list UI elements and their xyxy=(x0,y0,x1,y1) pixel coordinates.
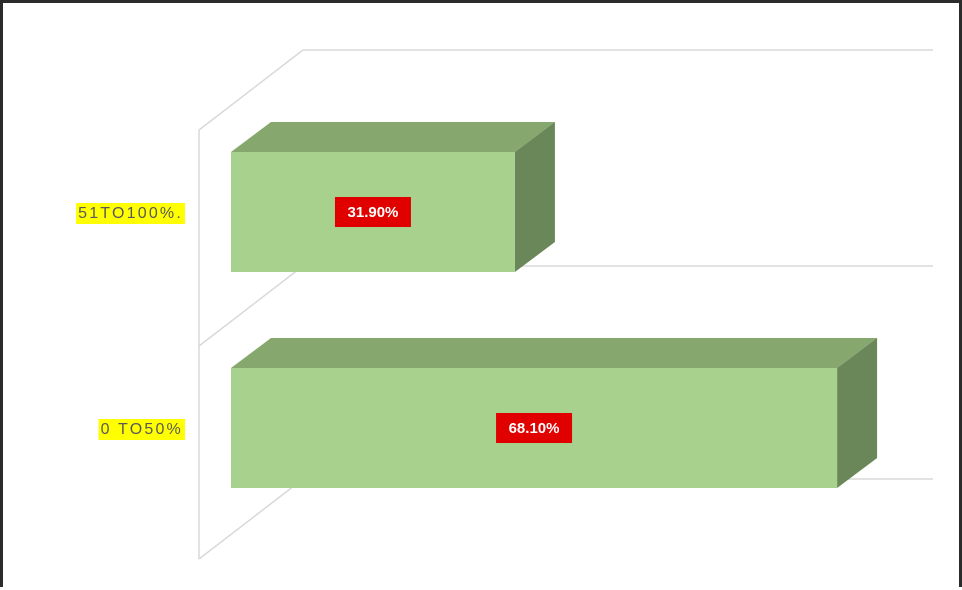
gridline-diagonal-0 xyxy=(198,265,304,347)
category-highlight-0 xyxy=(98,419,185,440)
gridline-diagonal-1 xyxy=(198,478,304,560)
bar-chart: 68.10% 0 TO50% 31.90% 51TO100%. xyxy=(76,49,933,560)
data-label-bg-0 xyxy=(496,413,573,443)
bar-top-0 xyxy=(231,338,878,368)
data-label-1: 31.90% xyxy=(348,204,399,221)
bar-top-1 xyxy=(231,122,555,152)
bar-side-0 xyxy=(837,338,878,488)
data-label-0: 68.10% xyxy=(509,420,560,437)
category-highlight-1 xyxy=(76,203,185,224)
bar-side-1 xyxy=(514,122,555,272)
category-label-0: 0 TO50% xyxy=(101,421,183,438)
axis-top-edge xyxy=(198,49,304,131)
category-label-1: 51TO100%. xyxy=(78,205,183,222)
data-label-bg-1 xyxy=(334,197,411,227)
